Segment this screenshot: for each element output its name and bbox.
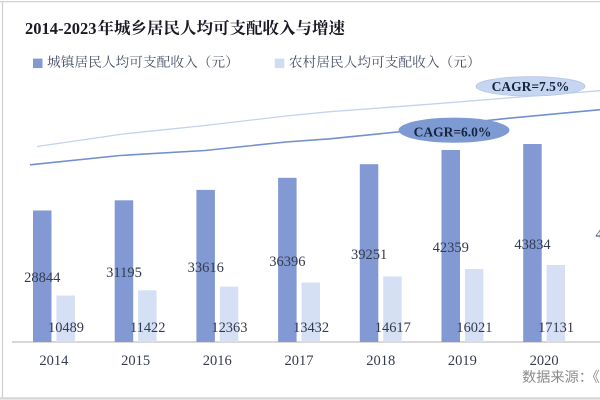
svg-text:2019: 2019: [448, 353, 477, 369]
svg-text:43834: 43834: [514, 237, 551, 253]
svg-text:39251: 39251: [351, 247, 387, 263]
svg-text:2020: 2020: [530, 353, 559, 369]
svg-text:2017: 2017: [285, 353, 314, 369]
svg-text:2014: 2014: [39, 353, 69, 369]
svg-text:17131: 17131: [538, 320, 574, 336]
svg-text:2018: 2018: [366, 353, 395, 369]
svg-text:28844: 28844: [24, 270, 61, 286]
svg-text:31195: 31195: [106, 265, 142, 281]
svg-text:16021: 16021: [456, 320, 492, 336]
svg-text:12363: 12363: [211, 320, 247, 336]
svg-text:CAGR=6.0%: CAGR=6.0%: [414, 124, 492, 139]
svg-text:13432: 13432: [293, 320, 329, 336]
svg-text:42359: 42359: [433, 240, 469, 256]
svg-text:47: 47: [596, 227, 600, 242]
svg-text:2015: 2015: [121, 353, 150, 369]
svg-text:36396: 36396: [269, 254, 305, 270]
svg-text:33616: 33616: [188, 260, 224, 276]
svg-text:CAGR=7.5%: CAGR=7.5%: [492, 79, 570, 94]
svg-text:11422: 11422: [130, 320, 165, 336]
svg-text:2016: 2016: [203, 353, 232, 369]
svg-text:10489: 10489: [48, 320, 84, 336]
svg-text:14617: 14617: [375, 320, 411, 336]
svg-text:2014-2023: 2014-2023: [25, 19, 97, 38]
